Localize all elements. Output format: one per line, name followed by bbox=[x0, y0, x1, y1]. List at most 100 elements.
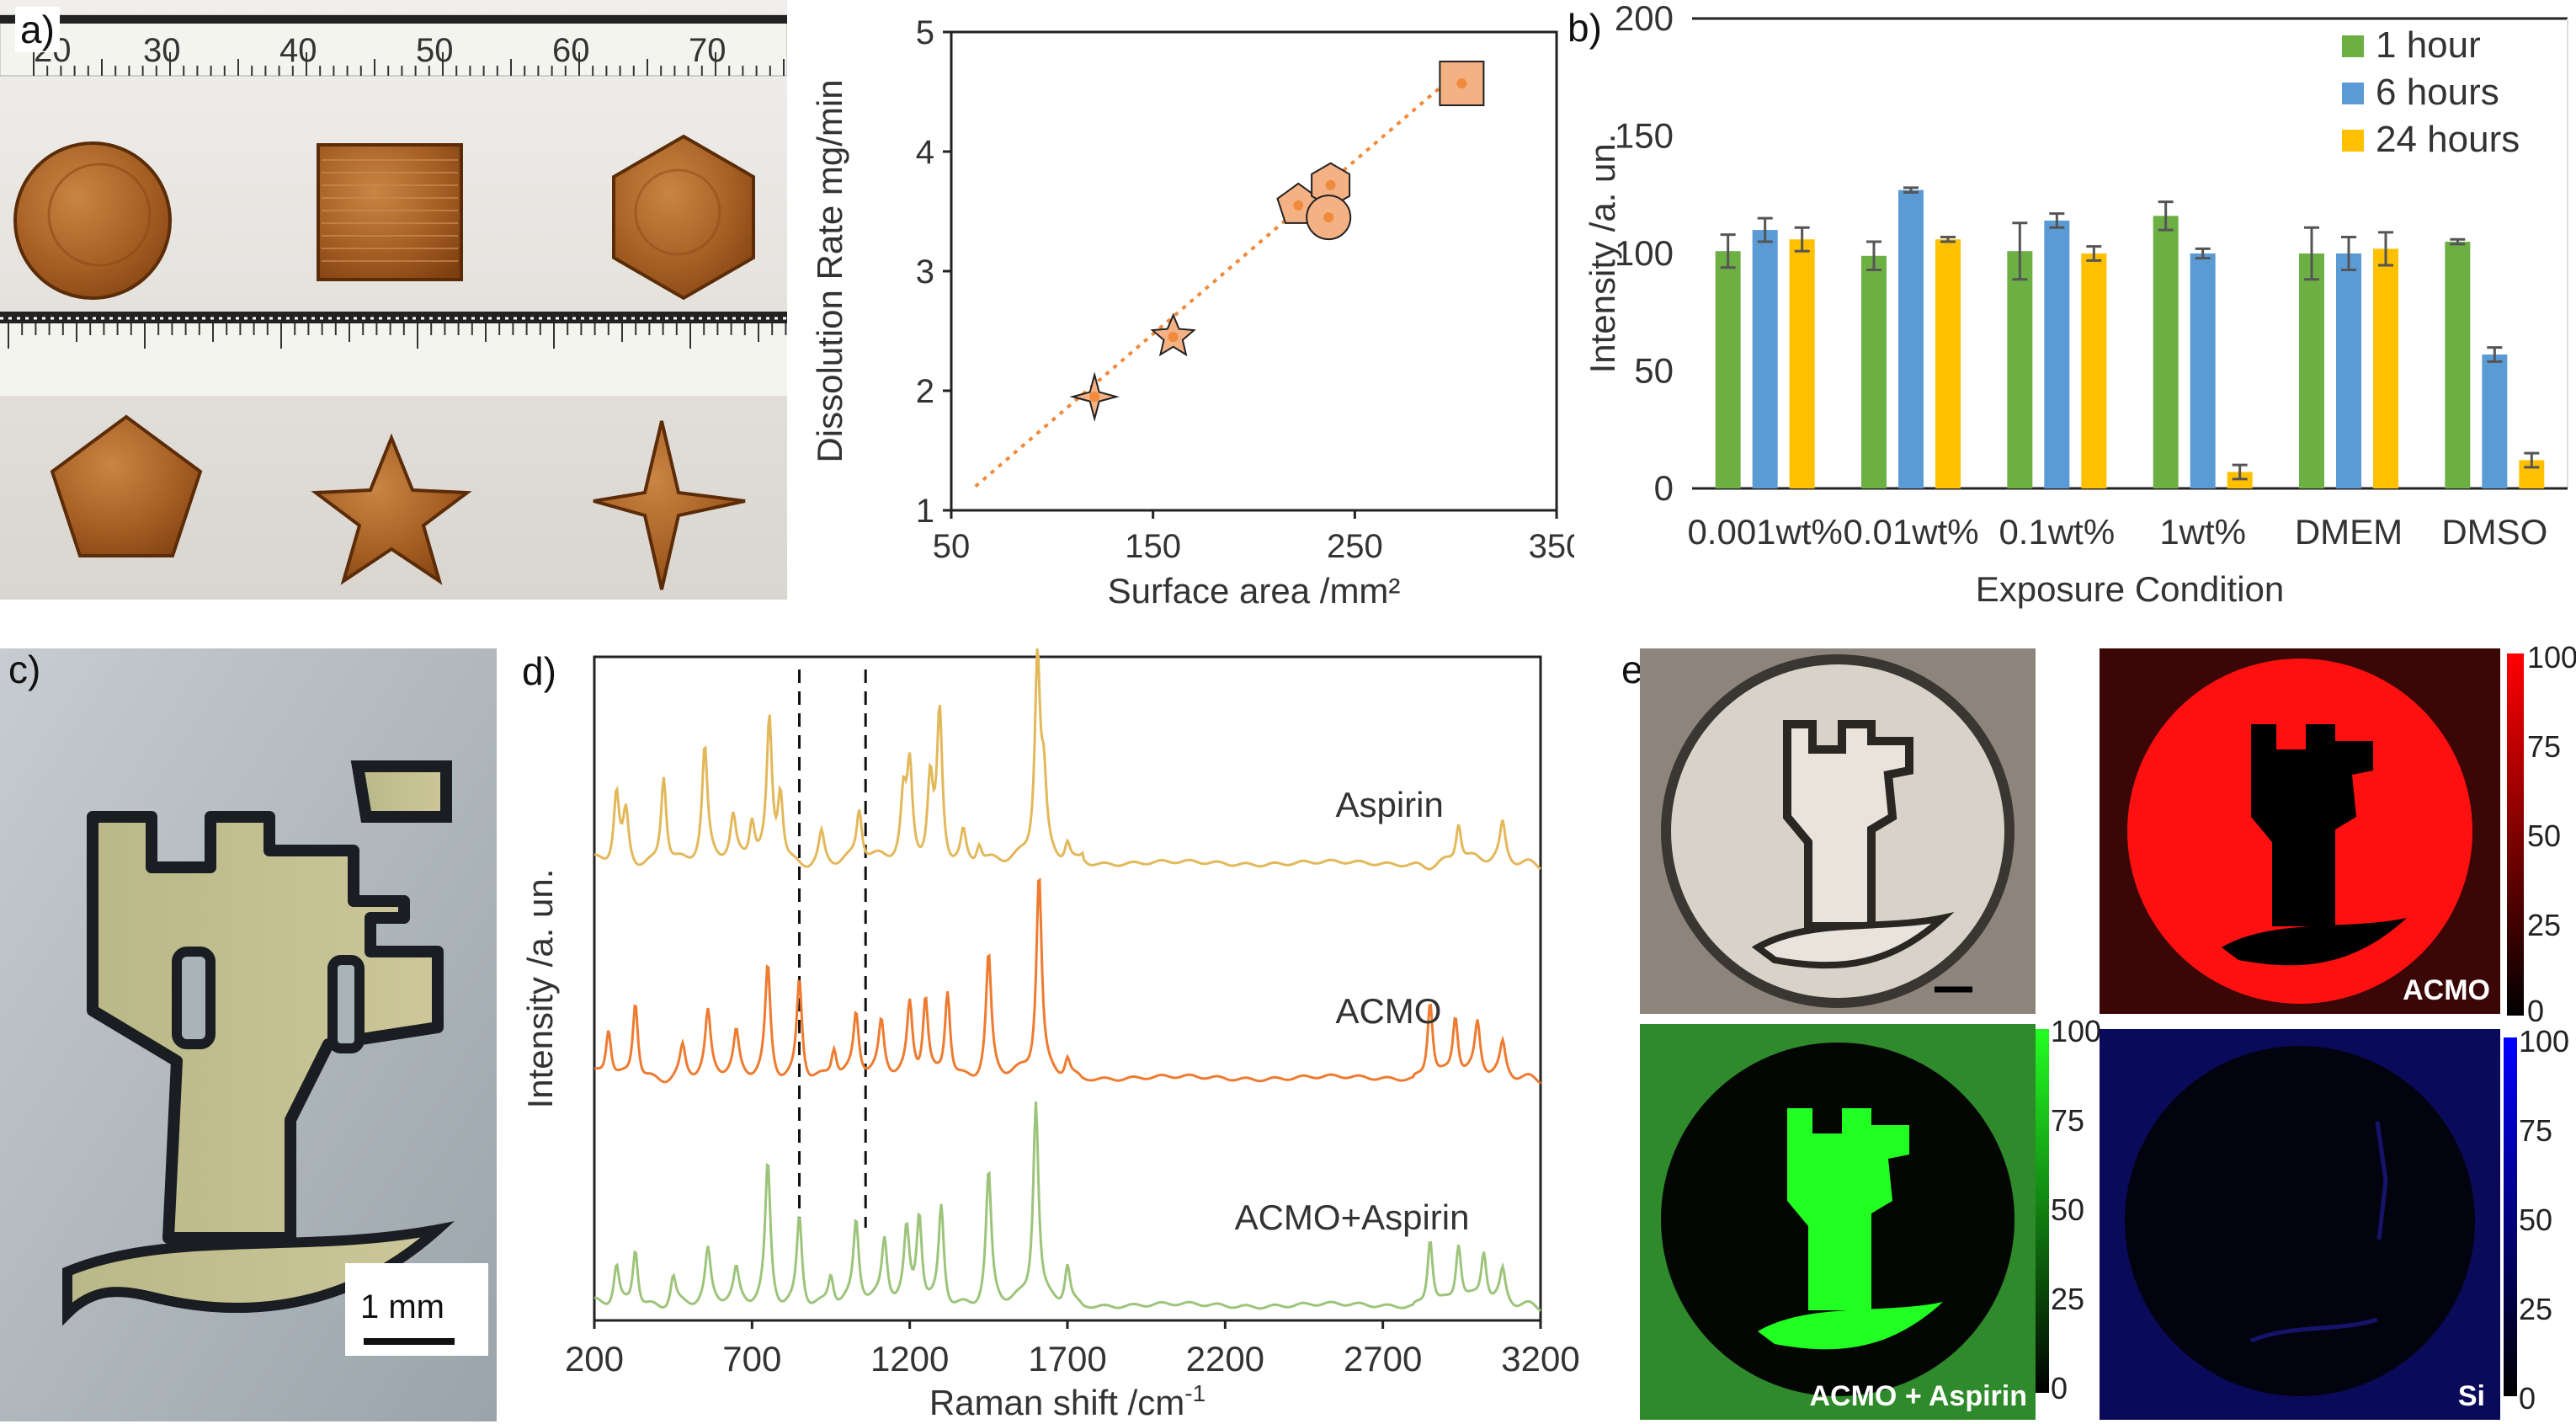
category-label: 1wt% bbox=[2159, 512, 2246, 552]
ruler-number: 50 bbox=[416, 32, 454, 69]
y-tick-label: 1 bbox=[916, 493, 934, 530]
bar bbox=[1898, 189, 1924, 489]
raman-series-line bbox=[593, 1101, 1541, 1312]
legend-swatch bbox=[2342, 130, 2364, 152]
ruler-number-row: 20 30 40 50 60 70 bbox=[0, 24, 787, 74]
bar bbox=[2336, 253, 2361, 488]
ruler-number: 60 bbox=[552, 32, 590, 69]
dissolution-chart: 50 150 250 350 1 2 3 4 5 Surface area /mm² Dissolu… bbox=[810, 14, 1574, 611]
x-tick-label: 150 bbox=[1125, 528, 1181, 565]
colorbar-tick: 0 bbox=[2527, 994, 2545, 1028]
fit-line bbox=[974, 64, 1467, 488]
colorbar-tick: 100 bbox=[2527, 640, 2576, 675]
colorbar-tick: 25 bbox=[2519, 1292, 2553, 1326]
si-map-drawing bbox=[2100, 1029, 2500, 1420]
bar bbox=[1861, 255, 1887, 488]
bar bbox=[2299, 253, 2324, 488]
legend-label: 24 hours bbox=[2376, 119, 2520, 160]
x-tick-label: 200 bbox=[565, 1339, 624, 1379]
si-map-label: Si bbox=[2457, 1380, 2485, 1412]
acmo-colorbar-ticks: 100 75 50 25 0 bbox=[2527, 640, 2576, 1028]
acmo-map: ACMO bbox=[2100, 648, 2500, 1014]
x-axis-label: Exposure Condition bbox=[1976, 569, 2285, 609]
x-tick-label: 2700 bbox=[1344, 1339, 1422, 1379]
ruler-number: 40 bbox=[279, 32, 317, 69]
bar bbox=[1789, 239, 1815, 488]
colorbar-tick: 25 bbox=[2051, 1282, 2085, 1316]
bar bbox=[2482, 354, 2508, 488]
point-center bbox=[1325, 179, 1336, 190]
acmo-map-drawing bbox=[2100, 648, 2500, 1014]
legend-label: 6 hours bbox=[2376, 72, 2499, 113]
ruler-number: 30 bbox=[143, 32, 181, 69]
acmo-map-label: ACMO bbox=[2403, 974, 2490, 1006]
bar bbox=[2190, 253, 2216, 488]
category-label: 0.001wt% bbox=[1687, 512, 1842, 552]
point-center bbox=[1168, 332, 1179, 343]
mix-map-drawing bbox=[1640, 1024, 2036, 1420]
mix-map-label: ACMO + Aspirin bbox=[1809, 1380, 2028, 1412]
acmo-colorbar bbox=[2507, 653, 2524, 1016]
category-label: DMEM bbox=[2295, 512, 2403, 552]
panel-label-c: c) bbox=[8, 648, 41, 691]
mix-colorbar bbox=[2036, 1029, 2049, 1393]
series-label: Aspirin bbox=[1335, 785, 1443, 824]
scalebar-label: 1 mm bbox=[360, 1288, 444, 1325]
x-tick-label: 350 bbox=[1529, 528, 1574, 565]
ruler-number: 70 bbox=[689, 32, 726, 69]
y-tick-label: 50 bbox=[1634, 351, 1674, 391]
x-tick-label: 1200 bbox=[870, 1339, 949, 1379]
colorbar-tick: 75 bbox=[2527, 729, 2562, 764]
optical-map-drawing bbox=[1640, 648, 2036, 1014]
x-tick-label: 3200 bbox=[1501, 1339, 1579, 1379]
category-label: DMSO bbox=[2441, 512, 2547, 552]
colorbar-tick: 0 bbox=[2051, 1371, 2068, 1405]
x-tick-label: 250 bbox=[1327, 528, 1383, 565]
colorbar-tick: 50 bbox=[2051, 1192, 2085, 1227]
bar bbox=[2373, 248, 2398, 488]
x-axis-label: Surface area /mm² bbox=[1108, 571, 1401, 611]
category-label: 0.1wt% bbox=[1999, 512, 2115, 552]
y-tick-label: 150 bbox=[1615, 116, 1674, 156]
colorbar-tick: 75 bbox=[2051, 1103, 2085, 1138]
photo-shapes: 20 30 40 50 60 70 bbox=[0, 0, 787, 600]
bar bbox=[2153, 216, 2179, 488]
x-tick-label: 1700 bbox=[1028, 1339, 1106, 1379]
raman-series-line bbox=[593, 648, 1541, 871]
optical-map bbox=[1640, 648, 2036, 1014]
x-axis-label-sup: -1 bbox=[1184, 1380, 1206, 1406]
y-tick-label: 2 bbox=[916, 373, 934, 410]
category-label: 0.01wt% bbox=[1843, 512, 1978, 552]
bar bbox=[2445, 242, 2471, 488]
panel-label-a: a) bbox=[15, 7, 60, 52]
bar bbox=[1935, 239, 1961, 488]
y-tick-label: 100 bbox=[1615, 233, 1674, 273]
colorbar-tick: 100 bbox=[2051, 1014, 2102, 1048]
colorbar-tick: 25 bbox=[2527, 908, 2562, 942]
photo-shapes-drawing bbox=[0, 0, 787, 600]
point-center bbox=[1456, 78, 1467, 89]
point-center bbox=[1323, 212, 1334, 223]
colorbar-tick: 50 bbox=[2527, 819, 2562, 853]
raman-series-line bbox=[593, 877, 1541, 1085]
intensity-bar-chart: 0 50 100 150 200 Intensity /a. un. 0.001wt% 0.0… bbox=[1583, 0, 2568, 609]
bar bbox=[1752, 230, 1778, 488]
legend-swatch bbox=[2342, 83, 2364, 104]
microscopy-drawing bbox=[0, 648, 497, 1421]
legend-swatch bbox=[2342, 35, 2364, 57]
panel-label-d: d) bbox=[522, 649, 556, 693]
x-tick-label: 50 bbox=[933, 528, 971, 565]
point-center bbox=[1293, 200, 1304, 211]
microscopy-image: 1 mm bbox=[0, 648, 497, 1421]
si-colorbar-ticks: 100 75 50 25 0 bbox=[2519, 1024, 2574, 1420]
y-axis-label: Intensity /a. un. bbox=[520, 869, 560, 1109]
y-tick-label: 4 bbox=[916, 134, 934, 171]
mix-map: ACMO + Aspirin bbox=[1640, 1024, 2036, 1420]
x-tick-label: 2200 bbox=[1186, 1339, 1264, 1379]
y-axis-label: Dissolution Rate mg/min bbox=[810, 79, 849, 462]
panel-label-b: b) bbox=[1567, 6, 1602, 50]
colorbar-tick: 0 bbox=[2519, 1381, 2536, 1416]
colorbar-tick: 75 bbox=[2519, 1113, 2553, 1148]
series-label: ACMO bbox=[1335, 991, 1441, 1031]
raman-chart: 200 700 1200 1700 2200 2700 3200 Raman shift /c… bbox=[520, 648, 1580, 1422]
